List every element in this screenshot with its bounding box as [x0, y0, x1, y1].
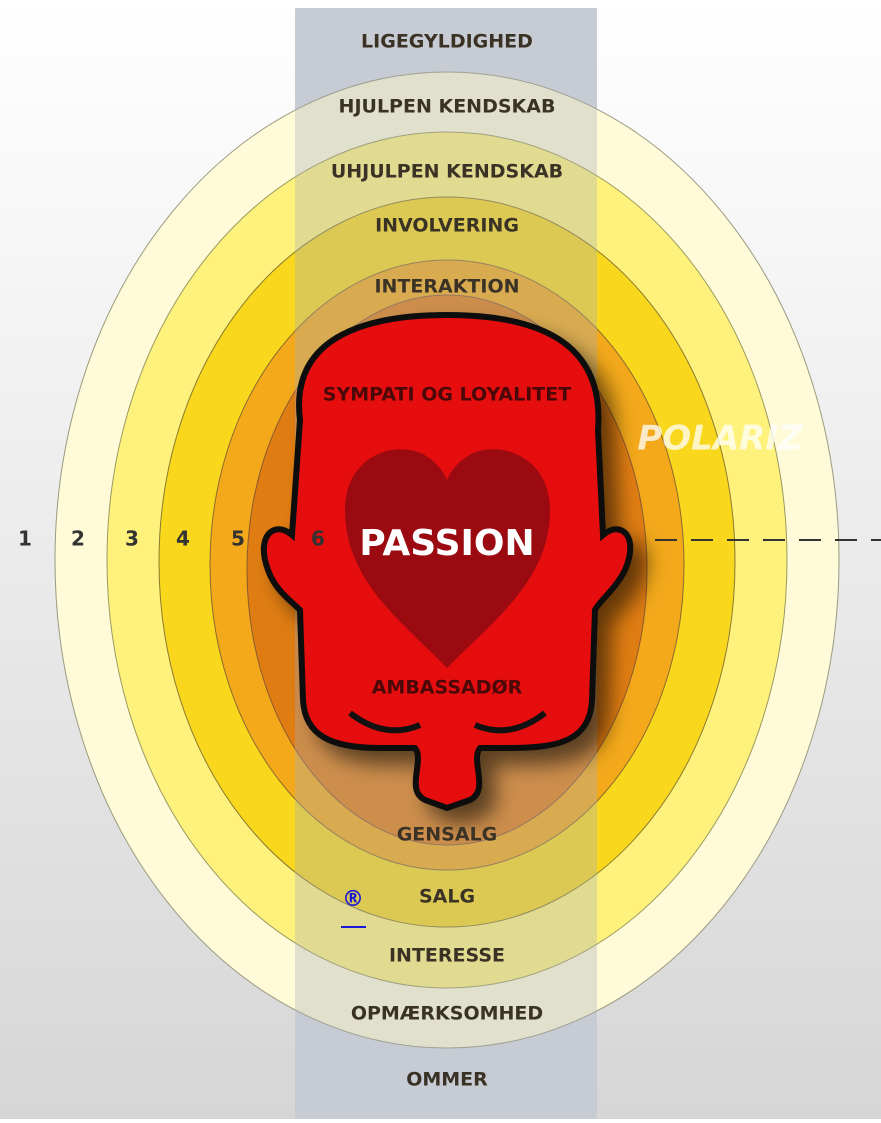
layer-label: UHJULPEN KENDSKAB	[331, 161, 563, 183]
diagram: LIGEGYLDIGHED HJULPEN KENDSKAB UHJULPEN KE…	[0, 0, 881, 1119]
layer-label: OPMÆRKSOMHED	[351, 1003, 543, 1025]
layer-label: OMMER	[406, 1069, 488, 1091]
page: LIGEGYLDIGHED HJULPEN KENDSKAB UHJULPEN KE…	[0, 0, 881, 1119]
ring-number: 1	[18, 527, 32, 551]
layer-label: SALG	[419, 886, 475, 908]
layer-label: GENSALG	[397, 824, 498, 846]
layer-label: INVOLVERING	[375, 215, 519, 237]
ring-number: 4	[176, 527, 190, 551]
layer-label: INTERAKTION	[374, 276, 519, 298]
ring-number: 3	[125, 527, 139, 551]
ring-number: 6	[311, 527, 325, 551]
watermark: POLARIZ	[637, 419, 804, 459]
center-title: PASSION	[359, 523, 534, 564]
ring-number: 2	[71, 527, 85, 551]
center-label: SYMPATI OG LOYALITET	[323, 384, 571, 406]
center-label: AMBASSADØR	[372, 677, 523, 699]
ring-number: 5	[231, 527, 245, 551]
layer-label: HJULPEN KENDSKAB	[339, 96, 556, 118]
layer-label: LIGEGYLDIGHED	[361, 31, 533, 53]
link-text[interactable]: ®	[342, 887, 364, 912]
layer-label: INTERESSE	[389, 945, 505, 967]
